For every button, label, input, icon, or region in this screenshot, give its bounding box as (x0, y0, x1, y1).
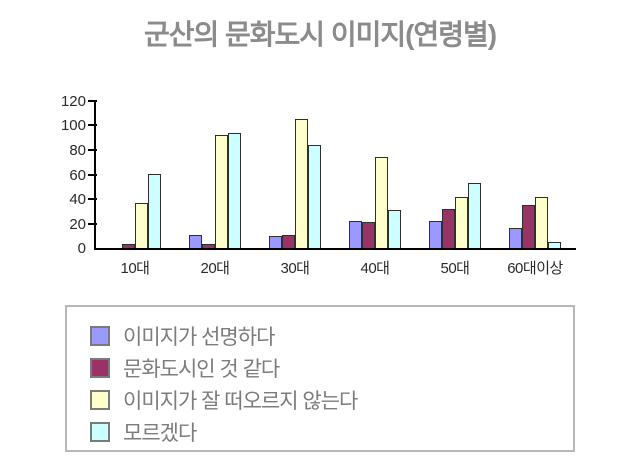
x-category-label: 50대 (440, 260, 471, 277)
legend-label: 이미지가 잘 떠오르지 않는다 (123, 390, 358, 413)
legend-item: 이미지가 잘 떠오르지 않는다 (90, 384, 573, 416)
bar-series2-30대 (282, 235, 295, 248)
bar-series2-60대이상 (522, 205, 535, 248)
page-title: 군산의 문화도시 이미지(연령별) (143, 19, 497, 50)
y-tick (88, 149, 97, 151)
legend-label: 이미지가 선명하다 (123, 326, 275, 349)
bar-series1-40대 (349, 221, 362, 248)
y-tick (88, 223, 97, 225)
x-category-label: 40대 (360, 260, 391, 277)
bar-series3-10대 (135, 203, 148, 248)
legend-swatch (90, 422, 110, 442)
legend-label: 문화도시인 것 같다 (123, 358, 280, 381)
legend-item: 모르겠다 (90, 416, 573, 448)
bar-series1-50대 (429, 221, 442, 248)
y-tick (88, 198, 97, 200)
bar-series3-20대 (215, 135, 228, 248)
y-tick (88, 100, 97, 102)
x-category-label: 60대이상 (507, 260, 563, 277)
bar-series2-20대 (202, 244, 215, 248)
y-tick (88, 124, 97, 126)
bar-series3-40대 (375, 157, 388, 248)
y-tick (88, 174, 97, 176)
bar-series3-50대 (455, 197, 468, 248)
y-tick-label: 60 (69, 167, 86, 184)
bar-series3-30대 (295, 119, 308, 248)
bar-series2-10대 (122, 244, 135, 248)
bar-series4-50대 (468, 183, 481, 248)
bar-series4-10대 (148, 174, 161, 248)
bar-series4-30대 (308, 145, 321, 248)
legend-swatch (90, 326, 110, 346)
y-tick-label: 80 (69, 142, 86, 159)
y-tick-label: 40 (69, 191, 86, 208)
legend-item: 이미지가 선명하다 (90, 320, 573, 352)
legend-swatch (90, 390, 110, 410)
y-tick-label: 120 (60, 93, 86, 110)
bar-series2-50대 (442, 209, 455, 248)
y-tick-label: 100 (60, 117, 86, 134)
legend-label: 모르겠다 (123, 422, 197, 445)
bar-series4-60대이상 (548, 242, 561, 248)
legend-swatch (90, 358, 110, 378)
x-category-label: 10대 (120, 260, 151, 277)
x-category-label: 20대 (200, 260, 231, 277)
bar-series1-60대이상 (509, 228, 522, 248)
bar-series4-40대 (388, 210, 401, 248)
x-category-label: 30대 (280, 260, 311, 277)
y-tick-label: 0 (77, 240, 86, 257)
x-axis-line (94, 248, 576, 250)
legend-item: 문화도시인 것 같다 (90, 352, 573, 384)
bar-series2-40대 (362, 222, 375, 248)
bar-series4-20대 (228, 133, 241, 248)
bar-series1-20대 (189, 235, 202, 248)
y-tick-label: 20 (69, 216, 86, 233)
bar-series3-60대이상 (535, 197, 548, 248)
bar-series1-30대 (269, 236, 282, 248)
